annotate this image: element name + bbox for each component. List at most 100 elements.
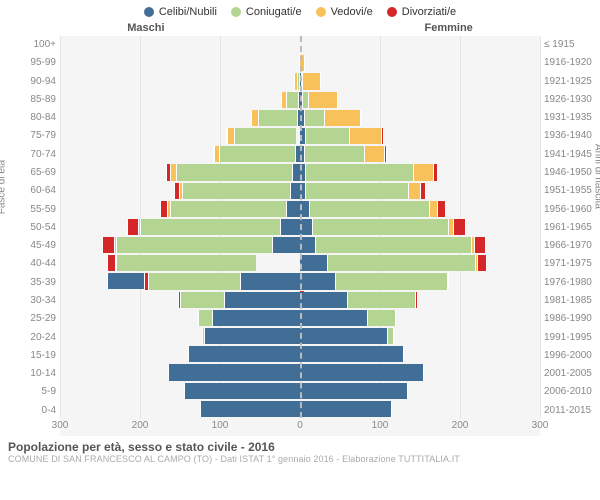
seg-d	[385, 146, 387, 162]
legend-label: Vedovi/e	[331, 6, 373, 18]
bar-female	[300, 73, 321, 89]
seg-w	[414, 164, 433, 180]
seg-c	[180, 292, 224, 308]
y-axis-left-label: Fasce di età	[0, 160, 8, 214]
y-tick-age: 70-74	[8, 146, 56, 164]
legend-swatch	[316, 7, 326, 17]
bar-male	[200, 401, 300, 417]
bar-female	[300, 401, 392, 417]
y-tick-age: 90-94	[8, 73, 56, 91]
seg-c	[305, 146, 365, 162]
seg-d	[416, 292, 418, 308]
y-tick-birth: ≤ 1915	[544, 36, 592, 54]
legend-swatch	[144, 7, 154, 17]
seg-d	[434, 164, 439, 180]
plot-area: Fasce di età 100+95-9990-9485-8980-8475-…	[8, 36, 592, 436]
y-tick-birth: 1941-1945	[544, 146, 592, 164]
seg-d	[127, 219, 138, 235]
seg-s	[300, 364, 424, 380]
legend-item: Coniugati/e	[231, 6, 302, 18]
x-tick: 200	[452, 420, 469, 431]
seg-c	[305, 110, 325, 126]
y-tick-birth: 2001-2005	[544, 365, 592, 383]
y-tick-age: 20-24	[8, 329, 56, 347]
seg-d	[478, 255, 488, 271]
bar-male	[168, 364, 300, 380]
seg-s	[204, 328, 300, 344]
y-tick-birth: 1996-2000	[544, 347, 592, 365]
seg-c	[176, 164, 292, 180]
seg-s	[300, 310, 368, 326]
seg-w	[303, 73, 321, 89]
seg-c	[368, 310, 396, 326]
y-tick-birth: 2006-2010	[544, 383, 592, 401]
seg-d	[102, 237, 114, 253]
seg-s	[240, 273, 300, 289]
y-tick-birth: 1976-1980	[544, 274, 592, 292]
seg-s	[300, 401, 392, 417]
bar-female	[300, 273, 454, 289]
legend-swatch	[231, 7, 241, 17]
female-label: Femmine	[425, 22, 473, 34]
bar-male	[107, 255, 300, 271]
bar-female	[300, 310, 397, 326]
y-tick-birth: 1931-1935	[544, 109, 592, 127]
y-tick-age: 65-69	[8, 164, 56, 182]
seg-d	[107, 255, 115, 271]
seg-d	[475, 237, 486, 253]
legend-item: Vedovi/e	[316, 6, 373, 18]
seg-s	[300, 273, 336, 289]
grid-line	[540, 36, 541, 418]
y-tick-birth: 1921-1925	[544, 73, 592, 91]
bar-female	[300, 201, 446, 217]
seg-d	[160, 201, 167, 217]
x-tick: 100	[212, 420, 229, 431]
y-tick-birth: 1961-1965	[544, 219, 592, 237]
x-tick: 300	[532, 420, 549, 431]
y-tick-birth: 1926-1930	[544, 91, 592, 109]
y-axis-right-label: Anni di nascita	[593, 144, 600, 209]
seg-c	[348, 292, 416, 308]
legend: Celibi/NubiliConiugati/eVedovi/eDivorzia…	[8, 6, 592, 18]
y-tick-age: 5-9	[8, 383, 56, 401]
bar-female	[300, 346, 405, 362]
y-tick-birth: 2011-2015	[544, 402, 592, 420]
seg-s	[188, 346, 300, 362]
bar-female	[300, 183, 426, 199]
male-label: Maschi	[127, 22, 164, 34]
seg-c	[258, 110, 296, 126]
bar-female	[300, 164, 438, 180]
legend-item: Divorziati/e	[387, 6, 456, 18]
y-tick-age: 15-19	[8, 347, 56, 365]
y-tick-age: 85-89	[8, 91, 56, 109]
legend-label: Coniugati/e	[246, 6, 302, 18]
bar-female	[300, 219, 466, 235]
bar-female	[300, 292, 418, 308]
y-tick-age: 40-44	[8, 255, 56, 273]
x-tick: 200	[132, 420, 149, 431]
y-axis-right: ≤ 19151916-19201921-19251926-19301931-19…	[540, 36, 592, 436]
gender-labels: Maschi Femmine	[8, 22, 592, 34]
bar-female	[300, 146, 387, 162]
y-tick-birth: 1916-1920	[544, 54, 592, 72]
zero-line	[300, 36, 302, 418]
seg-s	[286, 201, 300, 217]
seg-c	[219, 146, 295, 162]
bar-male	[213, 146, 300, 162]
bar-male	[198, 310, 300, 326]
y-tick-birth: 1966-1970	[544, 237, 592, 255]
seg-s	[224, 292, 300, 308]
seg-s	[272, 237, 300, 253]
y-tick-age: 10-14	[8, 365, 56, 383]
bar-male	[178, 292, 300, 308]
seg-s	[280, 219, 300, 235]
seg-s	[300, 292, 348, 308]
seg-w	[309, 92, 338, 108]
bar-female	[300, 128, 384, 144]
y-tick-age: 55-59	[8, 201, 56, 219]
y-tick-birth: 1986-1990	[544, 310, 592, 328]
bar-male	[174, 183, 300, 199]
seg-s	[290, 183, 300, 199]
y-tick-age: 60-64	[8, 182, 56, 200]
seg-s	[300, 383, 408, 399]
